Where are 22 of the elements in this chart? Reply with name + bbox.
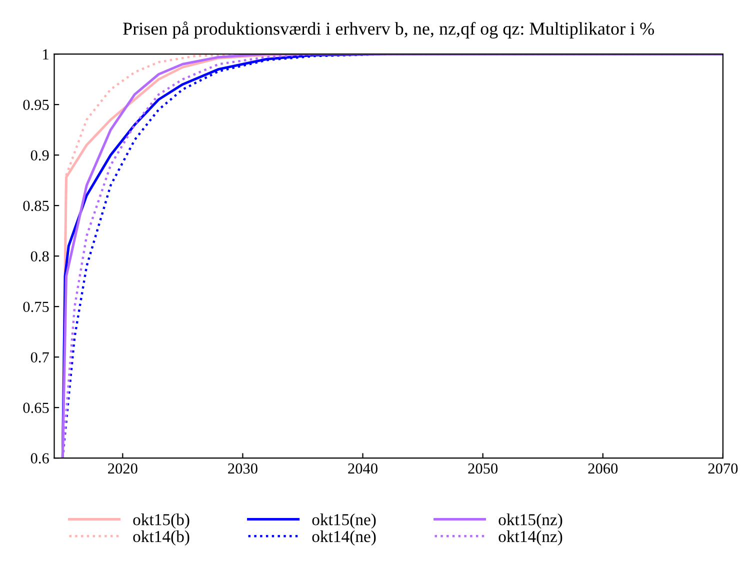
x-tick-label: 2060 (588, 463, 618, 474)
x-tick-label: 2070 (708, 463, 738, 474)
x-tick-label: 2050 (468, 463, 498, 474)
x-tick-label: 2040 (348, 463, 378, 474)
legend-label: okt14(b) (133, 530, 190, 546)
x-tick-label: 2030 (228, 463, 258, 474)
y-tick-label: 0.8 (30, 251, 49, 262)
y-tick-label: 0.9 (30, 150, 49, 161)
y-tick-label: 0.95 (23, 100, 49, 110)
y-tick-label: 0.6 (30, 453, 49, 464)
legend-label: okt15(ne) (312, 514, 376, 529)
y-tick-label: 0.7 (30, 352, 49, 363)
legend-label: okt14(ne) (312, 530, 376, 546)
legend-label: okt14(nz) (498, 530, 562, 546)
x-tick-label: 2020 (108, 463, 138, 474)
chart-title: Prisen på produktionsværdi i erhverv b, ne, nz,qf og qz: Multiplikator i % (123, 22, 654, 39)
y-tick-label: 0.65 (23, 402, 49, 414)
legend-label: okt15(b) (133, 514, 190, 529)
y-tick-label: 1 (43, 49, 48, 60)
y-tick-label: 0.75 (23, 302, 49, 312)
legend-label: okt15(nz) (498, 514, 562, 529)
y-tick-label: 0.85 (23, 200, 49, 212)
